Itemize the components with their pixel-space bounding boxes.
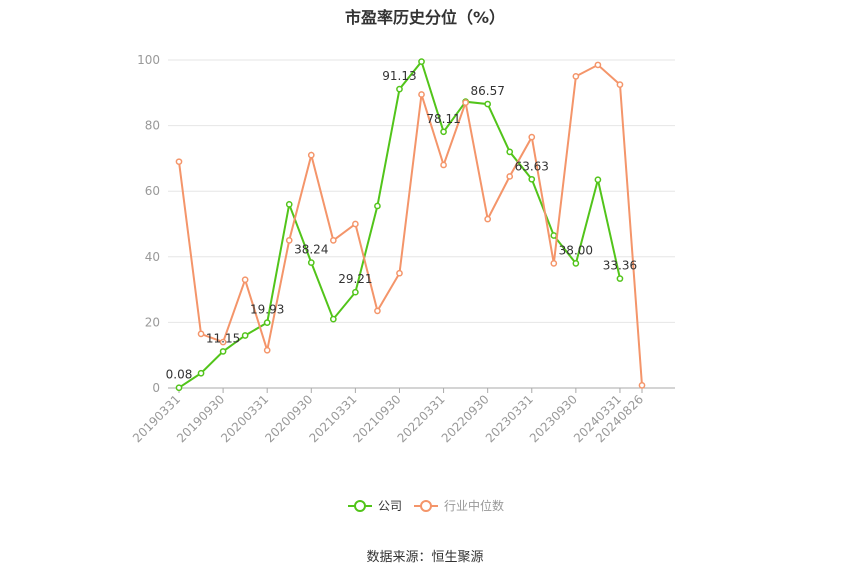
series-0-point: [329, 315, 337, 323]
series-1-point: [285, 237, 293, 244]
y-tick-label: 60: [145, 184, 160, 198]
series-1-point: [484, 215, 492, 223]
series-0-point: [418, 58, 425, 65]
series-0-point: [307, 259, 315, 266]
legend-marker-0[interactable]: [354, 500, 366, 512]
series-0-point: [197, 369, 205, 377]
series-0-point: [219, 348, 227, 355]
series-1-point: [418, 91, 425, 98]
series-0-point: [285, 200, 293, 208]
source-note: 数据来源：恒生聚源: [366, 550, 484, 565]
data-label: 11.15: [206, 331, 240, 345]
series-1-point: [219, 338, 227, 346]
y-tick-label: 80: [145, 119, 160, 133]
data-label: 38.00: [559, 243, 593, 257]
series-0-point: [440, 128, 447, 136]
legend: 公司 行业中位数: [348, 498, 504, 513]
series-0-point: [484, 100, 492, 108]
y-tick-label: 20: [145, 315, 160, 329]
series-1-point: [396, 269, 403, 277]
series-0-point: [241, 332, 249, 339]
series-1-point: [594, 61, 602, 69]
series-1-point: [175, 158, 183, 166]
series-0-point: [616, 275, 624, 282]
data-label: 19.93: [250, 303, 284, 317]
series-1-point: [263, 346, 271, 354]
data-labels: 0.08 11.15 19.93 38.24 29.21 91.13 78.11 86.57 6…: [166, 69, 637, 382]
series-1-point: [307, 151, 315, 159]
series-line-1: [178, 63, 643, 386]
chart-title: 市盈率历史分位（%）: [344, 8, 506, 27]
series-1-point: [550, 260, 558, 267]
series-1-point: [241, 276, 249, 284]
data-label: 29.21: [338, 272, 372, 286]
data-label: 78.11: [426, 112, 460, 126]
series-0-point: [175, 384, 183, 392]
series-0-point: [396, 85, 403, 93]
series-1-point: [528, 133, 536, 141]
y-tick-label: 100: [137, 53, 160, 67]
legend-label-1[interactable]: 行业中位数: [444, 498, 504, 513]
series-0-point: [550, 232, 558, 239]
y-tick-label: 0: [152, 381, 160, 395]
series-1-point: [374, 307, 381, 315]
legend-marker-1[interactable]: [420, 500, 432, 512]
series-0-point: [506, 148, 514, 156]
series-1-point: [329, 237, 337, 244]
series-1-point: [638, 382, 646, 389]
data-label: 86.57: [470, 84, 504, 98]
series-0-point: [374, 202, 381, 210]
series-lines: [175, 58, 646, 392]
series-0-point: [528, 175, 536, 183]
series-1-point: [506, 173, 514, 180]
series-1-point: [440, 161, 447, 169]
data-label: 0.08: [166, 368, 193, 382]
series-1-point: [197, 330, 205, 338]
series-0-point: [263, 319, 271, 326]
series-0-point: [352, 288, 359, 296]
series-1-point: [462, 99, 469, 106]
data-label: 91.13: [382, 69, 416, 83]
series-1-point: [616, 81, 624, 88]
data-label: 33.36: [603, 259, 637, 273]
series-0-point: [594, 176, 602, 184]
y-tick-label: 40: [145, 250, 160, 264]
data-label: 38.24: [294, 243, 328, 257]
series-1-point: [352, 220, 359, 228]
series-1-point: [572, 73, 580, 80]
data-label: 63.63: [515, 159, 549, 173]
series-0-point: [572, 260, 580, 267]
legend-label-0[interactable]: 公司: [378, 499, 402, 513]
